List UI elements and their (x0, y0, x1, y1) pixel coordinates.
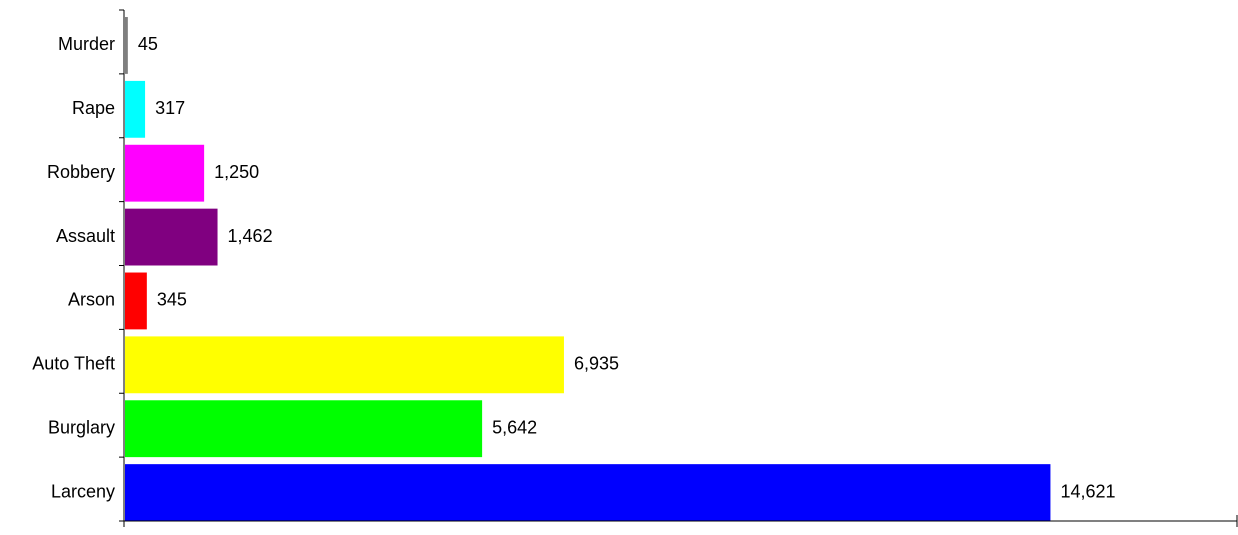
bar-burglary (125, 400, 483, 458)
category-label-burglary: Burglary (48, 417, 115, 437)
bar-larceny (125, 464, 1051, 521)
labels-group: Murder 45 Rape 317 Robbery 1,250 Assault 1,462 A… (32, 34, 1115, 501)
value-label-arson: 345 (157, 290, 187, 310)
bar-assault (125, 208, 218, 266)
value-label-burglary: 5,642 (492, 417, 537, 437)
category-label-rape: Rape (72, 98, 115, 118)
category-label-assault: Assault (56, 226, 115, 246)
category-label-murder: Murder (58, 34, 115, 54)
value-label-rape: 317 (155, 98, 185, 118)
bars-group (125, 17, 1051, 521)
axes-group (119, 9, 1238, 527)
value-label-assault: 1,462 (228, 226, 273, 246)
value-label-larceny: 14,621 (1060, 481, 1115, 501)
bar-auto-theft (125, 336, 564, 394)
category-label-arson: Arson (68, 290, 115, 310)
bar-robbery (125, 144, 205, 202)
category-label-robbery: Robbery (47, 162, 115, 182)
value-label-murder: 45 (138, 34, 158, 54)
category-label-auto-theft: Auto Theft (32, 354, 115, 374)
bar-rape (125, 80, 146, 138)
value-label-robbery: 1,250 (214, 162, 259, 182)
value-label-auto-theft: 6,935 (574, 354, 619, 374)
bar-arson (125, 272, 147, 330)
category-label-larceny: Larceny (51, 481, 115, 501)
bar-murder (125, 17, 128, 74)
